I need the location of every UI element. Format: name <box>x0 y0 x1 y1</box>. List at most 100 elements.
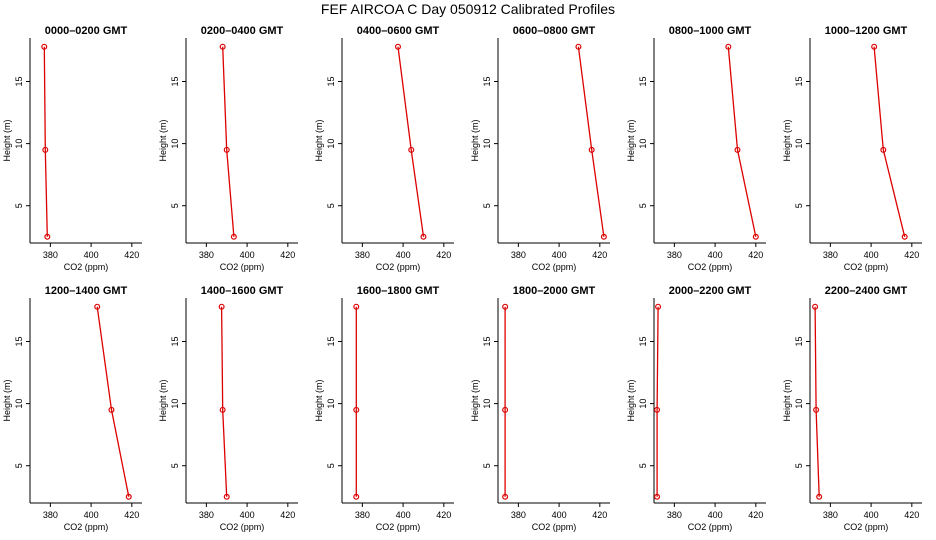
y-tick-label: 15 <box>326 336 336 346</box>
data-point <box>41 43 48 50</box>
data-point <box>752 233 759 240</box>
panel-10: 1800–2000 GMT 380 400 420 5 10 15 CO2 (ppm) Heig… <box>470 285 610 532</box>
data-point <box>125 493 132 500</box>
y-tick-label: 10 <box>14 399 24 409</box>
x-axis-label: CO2 (ppm) <box>532 522 577 532</box>
panel-11: 2000–2200 GMT 380 400 420 5 10 15 CO2 (ppm) Heig… <box>626 285 766 532</box>
y-axis-label: Height (m) <box>2 119 12 161</box>
panel-title: 2000–2200 GMT <box>669 285 752 297</box>
x-tick-label: 380 <box>43 510 58 520</box>
panel-title: 1400–1600 GMT <box>201 285 284 297</box>
data-point <box>353 303 360 310</box>
panel-title: 0800–1000 GMT <box>669 25 752 37</box>
x-axis-label: CO2 (ppm) <box>532 262 577 272</box>
data-point <box>42 146 49 153</box>
y-tick-label: 10 <box>794 139 804 149</box>
x-axis-label: CO2 (ppm) <box>376 522 421 532</box>
data-point <box>219 43 226 50</box>
panel-6: 1000–1200 GMT 380 400 420 5 10 15 CO2 (ppm) Heig… <box>782 25 922 272</box>
panel-title: 0200–0400 GMT <box>201 25 284 37</box>
x-tick-label: 420 <box>748 510 763 520</box>
data-point <box>44 233 51 240</box>
panel-1: 0000–0200 GMT 380 400 420 5 10 15 CO2 (ppm) Heig… <box>2 25 142 272</box>
x-axis-label: CO2 (ppm) <box>64 522 109 532</box>
x-tick-label: 400 <box>396 510 411 520</box>
data-point <box>230 233 237 240</box>
x-axis-label: CO2 (ppm) <box>844 262 889 272</box>
data-point <box>725 43 732 50</box>
y-tick-label: 15 <box>794 336 804 346</box>
y-axis-label: Height (m) <box>626 379 636 421</box>
profile-line <box>577 46 605 237</box>
y-tick-label: 10 <box>14 139 24 149</box>
y-tick-label: 5 <box>170 203 180 208</box>
x-tick-label: 400 <box>552 510 567 520</box>
chart-title: FEF AIRCOA C Day 050912 Calibrated Profi… <box>320 1 616 17</box>
y-tick-label: 15 <box>170 76 180 86</box>
data-point <box>502 493 509 500</box>
x-tick-label: 400 <box>552 250 567 260</box>
x-tick-label: 400 <box>708 510 723 520</box>
profile-line <box>220 306 228 497</box>
y-tick-label: 10 <box>482 139 492 149</box>
profile-line <box>222 46 235 237</box>
panel-title: 2200–2400 GMT <box>825 285 908 297</box>
y-tick-label: 10 <box>170 139 180 149</box>
data-point <box>813 406 820 413</box>
x-tick-label: 400 <box>864 510 879 520</box>
panel-title: 1200–1400 GMT <box>45 285 128 297</box>
panel-2: 0200–0400 GMT 380 400 420 5 10 15 CO2 (ppm) Heig… <box>158 25 298 272</box>
data-point <box>502 303 509 310</box>
x-axis-label: CO2 (ppm) <box>64 262 109 272</box>
x-tick-label: 380 <box>667 510 682 520</box>
y-tick-label: 5 <box>170 463 180 468</box>
y-tick-label: 5 <box>326 463 336 468</box>
data-point <box>395 43 402 50</box>
x-axis-label: CO2 (ppm) <box>220 522 265 532</box>
x-tick-label: 400 <box>84 250 99 260</box>
data-point <box>655 303 662 310</box>
x-axis-label: CO2 (ppm) <box>844 522 889 532</box>
x-axis-label: CO2 (ppm) <box>376 262 421 272</box>
y-tick-label: 5 <box>14 463 24 468</box>
x-tick-label: 420 <box>592 250 607 260</box>
panel-title: 0600–0800 GMT <box>513 25 596 37</box>
y-axis-label: Height (m) <box>470 119 480 161</box>
x-tick-label: 400 <box>396 250 411 260</box>
data-point <box>871 43 878 50</box>
y-axis-label: Height (m) <box>314 119 324 161</box>
x-tick-label: 380 <box>355 250 370 260</box>
x-tick-label: 380 <box>667 250 682 260</box>
panel-title: 0400–0600 GMT <box>357 25 440 37</box>
y-tick-label: 15 <box>482 76 492 86</box>
panel-title: 1800–2000 GMT <box>513 285 596 297</box>
data-point <box>588 146 595 153</box>
data-point <box>816 493 823 500</box>
x-tick-label: 420 <box>124 250 139 260</box>
panel-3: 0400–0600 GMT 380 400 420 5 10 15 CO2 (ppm) Heig… <box>314 25 454 272</box>
x-tick-label: 420 <box>592 510 607 520</box>
data-point <box>600 233 607 240</box>
x-axis-label: CO2 (ppm) <box>688 522 733 532</box>
y-tick-label: 5 <box>326 203 336 208</box>
y-tick-label: 15 <box>14 76 24 86</box>
y-tick-label: 5 <box>638 463 648 468</box>
y-tick-label: 10 <box>482 399 492 409</box>
y-axis-label: Height (m) <box>626 119 636 161</box>
panel-4: 0600–0800 GMT 380 400 420 5 10 15 CO2 (ppm) Heig… <box>470 25 610 272</box>
x-tick-label: 380 <box>199 250 214 260</box>
x-tick-label: 400 <box>708 250 723 260</box>
y-axis-label: Height (m) <box>158 379 168 421</box>
data-point <box>218 303 225 310</box>
x-tick-label: 380 <box>355 510 370 520</box>
data-point <box>654 493 661 500</box>
x-tick-label: 400 <box>84 510 99 520</box>
x-tick-label: 380 <box>823 510 838 520</box>
x-axis-label: CO2 (ppm) <box>688 262 733 272</box>
y-tick-label: 5 <box>638 203 648 208</box>
panel-12: 2200–2400 GMT 380 400 420 5 10 15 CO2 (ppm) Heig… <box>782 285 922 532</box>
x-tick-label: 420 <box>748 250 763 260</box>
x-tick-label: 420 <box>904 510 919 520</box>
data-point <box>901 233 908 240</box>
